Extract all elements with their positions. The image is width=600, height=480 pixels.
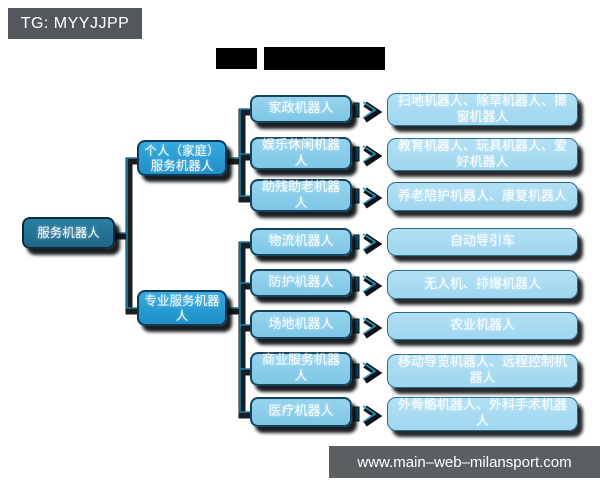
example-node: 教育机器人、玩具机器人、爱好机器人: [387, 138, 578, 171]
category-node: 医疗机器人: [250, 397, 352, 427]
branch-node-professional: 专业服务机器人: [137, 290, 227, 326]
title-redaction-block: [216, 48, 257, 69]
example-node: 养老陪护机器人、康复机器人: [387, 182, 578, 211]
category-node: 家政机器人: [250, 95, 352, 123]
arrow-right-icon: [353, 101, 383, 427]
example-node: 无人机、排爆机器人: [387, 270, 578, 299]
example-node: 农业机器人: [387, 312, 578, 340]
example-node: 外骨骼机器人、外科手术机器人: [387, 397, 578, 431]
example-node: 移动导览机器人、远程控制机器人: [387, 354, 578, 388]
category-node: 防护机器人: [250, 269, 352, 297]
category-node: 助残助老机器人: [250, 179, 352, 212]
watermark-bottom: www.main–web–milansport.com: [329, 446, 600, 478]
example-node: 自动导引车: [387, 228, 578, 256]
category-node: 商业服务机器人: [250, 352, 352, 386]
branch-node-personal: 个人（家庭）服务机器人: [137, 140, 227, 176]
category-node: 娱乐休闲机器人: [250, 137, 352, 170]
category-node: 场地机器人: [250, 310, 352, 339]
example-node: 扫地机器人、除草机器人、擦窗机器人: [387, 93, 578, 126]
title-redaction-block: [264, 47, 385, 70]
watermark-top: TG: MYYJJPP: [8, 8, 142, 39]
root-node: 服务机器人: [22, 217, 115, 249]
category-node: 物流机器人: [250, 228, 352, 256]
